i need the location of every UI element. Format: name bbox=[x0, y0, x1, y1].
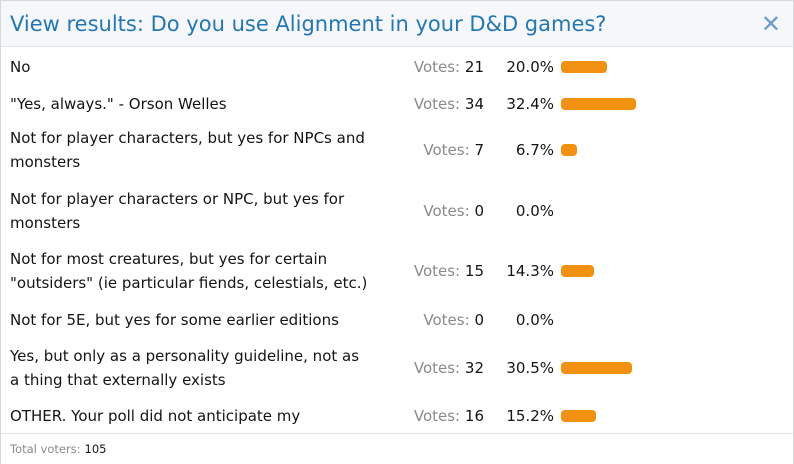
result-row: Not for player characters, but yes for N… bbox=[1, 119, 793, 181]
results-list: No Votes: 21 20.0% "Yes, always." - Orson W… bbox=[1, 47, 793, 449]
votes-number: 7 bbox=[474, 141, 484, 159]
percent-value: 20.0% bbox=[506, 58, 554, 76]
percent-bar bbox=[561, 98, 636, 110]
percent-bar bbox=[561, 265, 594, 277]
option-label: Not for most creatures, but yes for cert… bbox=[10, 250, 368, 292]
percent-value: 0.0% bbox=[515, 202, 554, 220]
votes-number: 21 bbox=[464, 58, 484, 76]
votes-count: Votes: 34 bbox=[414, 92, 484, 116]
result-row: Yes, but only as a personality guideline… bbox=[1, 338, 793, 398]
option-label: Not for player characters or NPC, but ye… bbox=[10, 190, 345, 232]
votes-count: Votes: 0 bbox=[423, 308, 484, 332]
votes-count: Votes: 32 bbox=[414, 356, 484, 380]
percent-value: 0.0% bbox=[515, 311, 554, 329]
votes-label: Votes: bbox=[423, 202, 470, 220]
total-voters-value: 105 bbox=[84, 442, 107, 456]
percent-value: 14.3% bbox=[506, 262, 554, 280]
votes-label: Votes: bbox=[423, 141, 470, 159]
percent-bar bbox=[561, 144, 577, 156]
votes-label: Votes: bbox=[413, 407, 461, 425]
option-label: No bbox=[10, 58, 31, 76]
votes-label: Votes: bbox=[413, 95, 461, 113]
votes-label: Votes: bbox=[413, 58, 461, 76]
result-row: "Yes, always." - Orson Welles Votes: 34 32… bbox=[1, 89, 793, 119]
votes-number: 0 bbox=[474, 311, 484, 329]
result-row: Not for player characters or NPC, but ye… bbox=[1, 181, 793, 241]
percent-value: 32.4% bbox=[506, 95, 554, 113]
votes-label: Votes: bbox=[423, 311, 470, 329]
dialog-title: View results: Do you use Alignment in yo… bbox=[10, 11, 607, 36]
dialog-header: View results: Do you use Alignment in yo… bbox=[1, 1, 793, 47]
votes-count: Votes: 7 bbox=[423, 138, 484, 162]
result-row: No Votes: 21 20.0% bbox=[1, 47, 793, 89]
votes-count: Votes: 15 bbox=[414, 259, 484, 283]
votes-count: Votes: 0 bbox=[423, 199, 484, 223]
votes-label: Votes: bbox=[413, 262, 461, 280]
percent-value: 6.7% bbox=[515, 141, 554, 159]
result-row: OTHER. Your poll did not anticipate my N… bbox=[1, 398, 793, 449]
close-icon[interactable]: ✕ bbox=[760, 9, 781, 38]
option-label: Yes, but only as a personality guideline… bbox=[10, 347, 360, 389]
votes-count: Votes: 16 bbox=[414, 404, 484, 428]
percent-bar bbox=[561, 362, 632, 374]
votes-count: Votes: 21 bbox=[414, 55, 484, 79]
option-label: Not for 5E, but yes for some earlier edi… bbox=[10, 311, 339, 329]
percent-value: 30.5% bbox=[506, 359, 554, 377]
votes-number: 34 bbox=[464, 95, 484, 113]
poll-footer: Total voters: 105 bbox=[1, 433, 793, 464]
votes-number: 0 bbox=[474, 202, 484, 220]
option-label: "Yes, always." - Orson Welles bbox=[10, 95, 227, 113]
votes-number: 15 bbox=[464, 262, 484, 280]
votes-label: Votes: bbox=[413, 359, 461, 377]
percent-bar bbox=[561, 410, 596, 422]
votes-number: 32 bbox=[464, 359, 484, 377]
option-label: Not for player characters, but yes for N… bbox=[10, 129, 365, 171]
total-voters-label: Total voters: bbox=[10, 442, 81, 456]
votes-number: 16 bbox=[464, 407, 484, 425]
result-row: Not for most creatures, but yes for cert… bbox=[1, 241, 793, 301]
result-row: Not for 5E, but yes for some earlier edi… bbox=[1, 301, 793, 338]
percent-value: 15.2% bbox=[506, 407, 554, 425]
percent-bar bbox=[561, 61, 607, 73]
